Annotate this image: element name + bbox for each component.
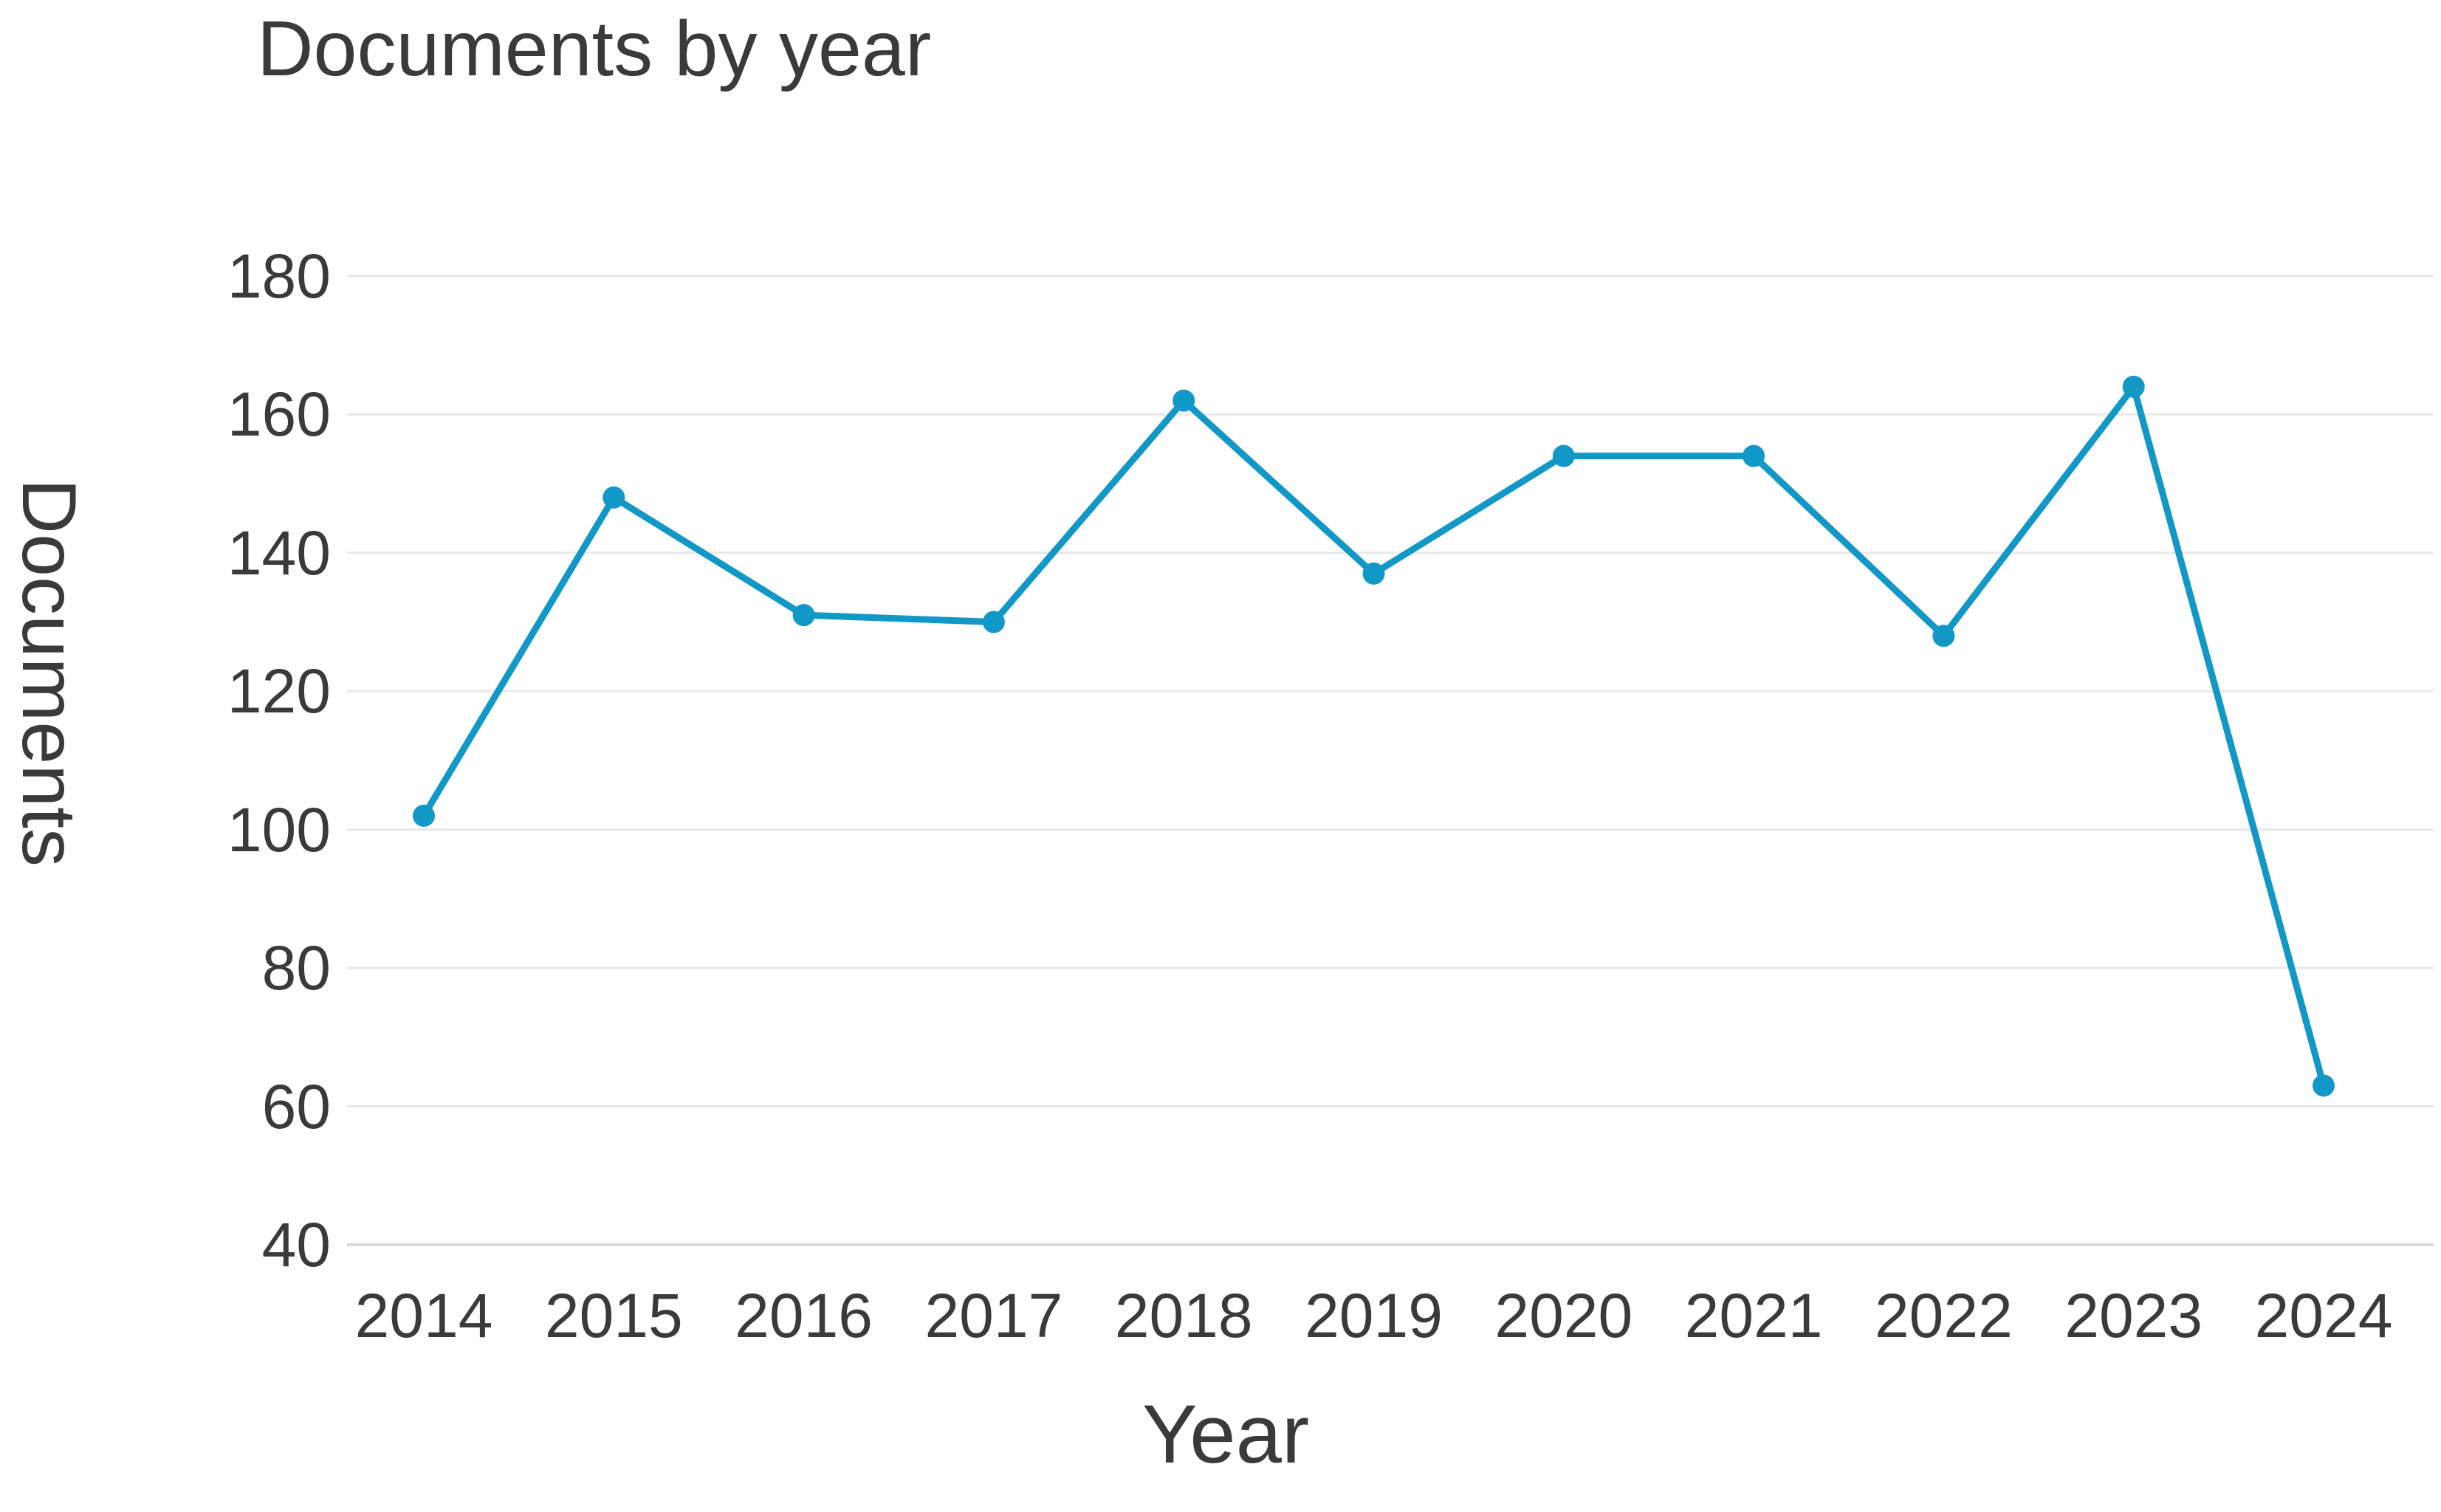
data-point-2020[interactable] (1552, 444, 1575, 467)
x-tick-label-2018: 2018 (1114, 1281, 1253, 1350)
x-tick-label-2014: 2014 (354, 1281, 493, 1350)
x-tick-label-2016: 2016 (735, 1281, 873, 1350)
x-tick-label-2015: 2015 (544, 1281, 683, 1350)
y-tick-label-180: 180 (227, 241, 331, 311)
data-point-2023[interactable] (2122, 375, 2145, 398)
data-point-2015[interactable] (602, 486, 625, 509)
y-tick-label-40: 40 (261, 1210, 331, 1279)
x-tick-label-2019: 2019 (1305, 1281, 1443, 1350)
data-point-2016[interactable] (792, 604, 815, 627)
y-tick-label-140: 140 (227, 518, 331, 588)
y-tick-label-80: 80 (261, 933, 331, 1003)
data-point-2014[interactable] (413, 804, 435, 827)
x-tick-label-2017: 2017 (924, 1281, 1063, 1350)
x-tick-label-2022: 2022 (1874, 1281, 2013, 1350)
data-point-2024[interactable] (2313, 1074, 2335, 1097)
data-point-2022[interactable] (1932, 625, 1955, 647)
x-axis-title: Year (1141, 1388, 1310, 1480)
chart-title: Documents by year (257, 5, 932, 92)
data-point-2017[interactable] (982, 611, 1005, 633)
x-tick-label-2020: 2020 (1494, 1281, 1633, 1350)
y-tick-label-160: 160 (227, 379, 331, 450)
data-point-2018[interactable] (1173, 389, 1195, 412)
x-tick-label-2024: 2024 (2254, 1281, 2393, 1350)
data-point-2021[interactable] (1743, 444, 1765, 467)
x-tick-label-2021: 2021 (1684, 1281, 1823, 1350)
y-tick-label-100: 100 (227, 794, 331, 865)
y-tick-label-120: 120 (227, 656, 331, 726)
x-tick-label-2023: 2023 (2064, 1281, 2203, 1350)
data-point-2019[interactable] (1362, 562, 1385, 585)
y-tick-label-60: 60 (261, 1071, 331, 1141)
documents-series-line (420, 383, 2327, 1089)
y-axis-title: Documents (6, 478, 92, 867)
